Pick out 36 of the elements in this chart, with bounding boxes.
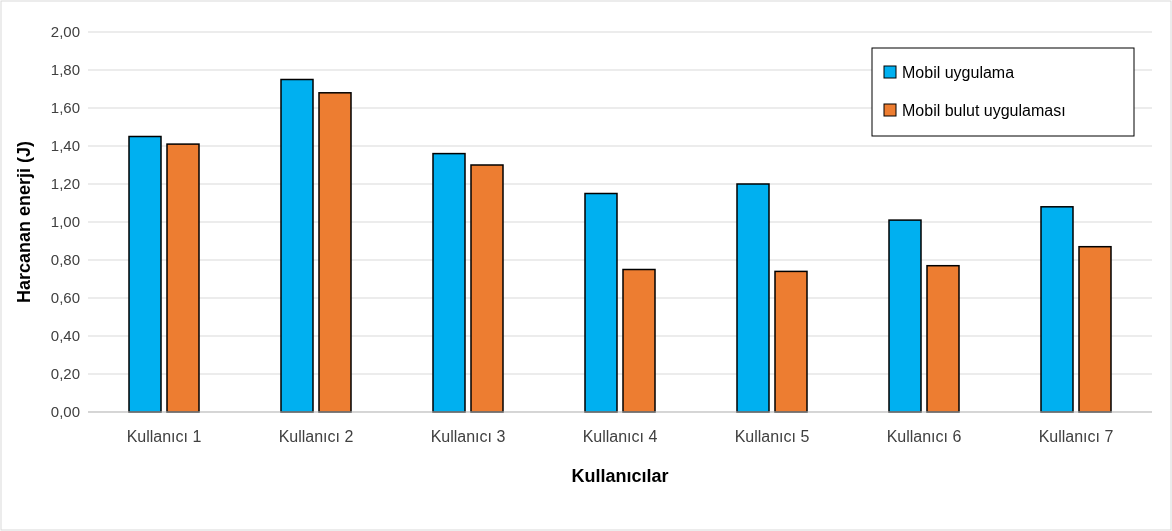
bar bbox=[166, 143, 200, 413]
bar bbox=[470, 164, 504, 413]
bar bbox=[774, 270, 808, 413]
x-tick-label: Kullanıcı 1 bbox=[126, 428, 202, 445]
bar bbox=[736, 183, 770, 413]
y-tick-label: 0,20 bbox=[50, 365, 80, 383]
bar bbox=[888, 219, 922, 413]
x-tick-label: Kullanıcı 7 bbox=[1038, 428, 1114, 445]
x-tick-label: Kullanıcı 2 bbox=[278, 428, 354, 445]
y-tick-label: 1,60 bbox=[50, 99, 80, 117]
y-axis-title: Harcanan enerji (J) bbox=[14, 140, 34, 304]
x-tick-label: Kullanıcı 3 bbox=[430, 428, 506, 445]
bar bbox=[1040, 206, 1074, 413]
y-tick-label: 0,60 bbox=[50, 289, 80, 307]
y-tick-label: 1,40 bbox=[50, 137, 80, 155]
legend-label: Mobil uygulama bbox=[902, 63, 1015, 81]
bar bbox=[128, 135, 162, 413]
x-tick-label: Kullanıcı 5 bbox=[734, 428, 810, 445]
y-tick-label: 1,20 bbox=[50, 175, 80, 193]
bar bbox=[432, 152, 466, 413]
y-tick-label: 0,00 bbox=[50, 403, 80, 421]
bar bbox=[926, 264, 960, 413]
bar bbox=[1078, 245, 1112, 413]
y-tick-label: 1,00 bbox=[50, 213, 80, 231]
y-tick-label: 0,40 bbox=[50, 327, 80, 345]
legend-label: Mobil bulut uygulaması bbox=[902, 101, 1066, 119]
bar bbox=[318, 92, 352, 413]
x-axis-title: Kullanıcılar bbox=[571, 466, 669, 486]
y-tick-label: 0,80 bbox=[50, 251, 80, 269]
y-tick-label: 2,00 bbox=[50, 23, 80, 41]
x-tick-label: Kullanıcı 4 bbox=[582, 428, 658, 445]
y-tick-label: 1,80 bbox=[50, 61, 80, 79]
bar bbox=[584, 192, 618, 413]
bar bbox=[280, 78, 314, 413]
x-tick-label: Kullanıcı 6 bbox=[886, 428, 962, 445]
bar bbox=[622, 268, 656, 413]
